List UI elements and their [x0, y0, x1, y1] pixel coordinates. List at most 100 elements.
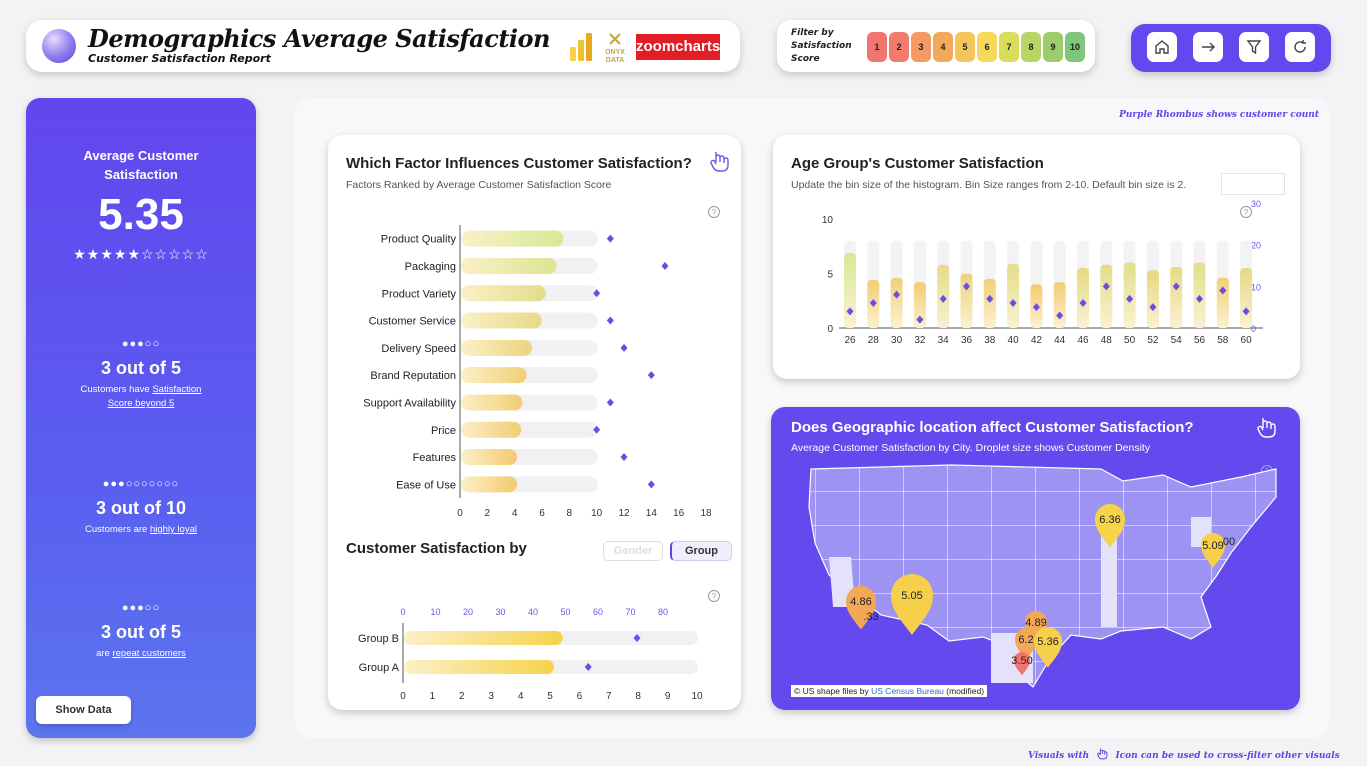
map-attribution: © US shape files by US Census Bureau (mo… [791, 685, 988, 697]
age-bar[interactable] [983, 278, 996, 328]
x-tick-label: 16 [673, 508, 685, 519]
customer-count-marker [584, 663, 592, 671]
score-chip-3[interactable]: 3 [911, 32, 931, 62]
score-chip-1[interactable]: 1 [867, 32, 887, 62]
help-icon[interactable]: ? [708, 590, 720, 602]
bin-size-input[interactable] [1221, 173, 1285, 195]
x-tick-label: 50 [1124, 335, 1136, 346]
map-droplet[interactable] [1034, 627, 1062, 668]
next-page-button[interactable] [1193, 32, 1223, 62]
age-bar[interactable] [1240, 268, 1253, 328]
stat-caption-link[interactable]: repeat customers [112, 648, 186, 659]
x-tick-label: 34 [938, 335, 950, 346]
score-chip-5[interactable]: 5 [955, 32, 975, 62]
x-tick-label: 54 [1171, 335, 1183, 346]
score-chip-10[interactable]: 10 [1065, 32, 1085, 62]
refresh-icon [1294, 40, 1306, 53]
factor-card: Which Factor Influences Customer Satisfa… [328, 135, 741, 710]
customer-count-marker [620, 343, 628, 352]
hand-pointer-icon[interactable] [1255, 415, 1277, 439]
x-tick-label: 38 [984, 335, 996, 346]
age-bar[interactable] [1100, 264, 1113, 328]
x-tick-label: 28 [868, 335, 880, 346]
note-bottom-pre: Visuals with [1028, 751, 1090, 761]
score-chips: 1 2 3 4 5 6 7 8 9 10 [867, 32, 1085, 62]
hand-pointer-icon[interactable] [708, 149, 730, 173]
stat-big: 3 out of 5 [101, 358, 181, 378]
stat-repeat-customers: ●●●○○ 3 out of 5 are repeat customers [26, 602, 256, 661]
age-bar[interactable] [844, 252, 856, 328]
category-label: Product Variety [382, 288, 457, 300]
age-bar[interactable] [960, 273, 973, 329]
factor-card-subtitle: Factors Ranked by Average Customer Satis… [346, 179, 612, 191]
customer-count-marker [1009, 299, 1017, 307]
x-tick-label: 4 [512, 508, 518, 519]
stat-caption-link[interactable]: Satisfaction Score beyond 5 [107, 384, 202, 409]
help-icon[interactable]: ? [1240, 206, 1252, 218]
age-bar[interactable] [1007, 263, 1020, 328]
factor-bar[interactable] [461, 367, 527, 384]
map-droplet-label: .33 [863, 611, 878, 623]
map-droplet[interactable] [1014, 652, 1030, 676]
cross-filter-note: Visuals with Icon can be used to cross-f… [1028, 747, 1340, 761]
score-chip-9[interactable]: 9 [1043, 32, 1063, 62]
score-chip-7[interactable]: 7 [999, 32, 1019, 62]
factor-bar[interactable] [461, 449, 518, 466]
score-chip-4[interactable]: 4 [933, 32, 953, 62]
attribution-link[interactable]: US Census Bureau [871, 686, 944, 696]
x-tick-label: 18 [700, 508, 712, 519]
factor-bar[interactable] [461, 312, 542, 329]
age-bar[interactable] [1053, 282, 1066, 328]
stat-caption-pre: are [96, 648, 113, 659]
customer-count-marker [939, 294, 947, 303]
age-bar[interactable] [1077, 268, 1089, 328]
x-tick-label: 36 [961, 335, 973, 346]
age-bar[interactable] [1216, 277, 1229, 328]
score-chip-2[interactable]: 2 [889, 32, 909, 62]
show-data-button[interactable]: Show Data [36, 696, 131, 724]
reset-button[interactable] [1285, 32, 1315, 62]
home-button[interactable] [1147, 32, 1177, 62]
factor-bar[interactable] [461, 257, 557, 274]
customer-count-marker [1079, 299, 1087, 307]
stat-dots: ●●●○○○○○○○ [102, 478, 180, 490]
map-droplet[interactable] [1015, 628, 1037, 660]
stat-caption-link[interactable]: highly loyal [149, 524, 197, 535]
group-bar[interactable] [404, 660, 554, 674]
map-droplet[interactable] [891, 574, 933, 635]
top-x-tick-label: 60 [593, 607, 603, 617]
toggle-gender[interactable]: Gender [603, 541, 663, 561]
funnel-icon [1246, 40, 1262, 55]
map-droplet[interactable] [1095, 504, 1125, 548]
score-chip-6[interactable]: 6 [977, 32, 997, 62]
factor-bar[interactable] [461, 285, 546, 302]
customer-count-marker [986, 294, 994, 303]
age-bar[interactable] [890, 277, 903, 328]
stat-highly-loyal: ●●●○○○○○○○ 3 out of 10 Customers are hig… [26, 478, 256, 537]
note-bottom-post: Icon can be used to cross-filter other v… [1115, 751, 1340, 761]
category-label: Group B [358, 633, 399, 645]
age-bar[interactable] [1170, 266, 1183, 328]
customer-count-marker [633, 634, 641, 642]
category-label: Ease of Use [396, 479, 456, 491]
factor-bar[interactable] [461, 476, 518, 493]
kpi-panel: Average Customer Satisfaction 5.35 ★★★★★… [26, 98, 256, 738]
stat-caption-pre: Customers are [85, 524, 150, 535]
factor-bar[interactable] [461, 230, 564, 247]
help-icon[interactable]: ? [708, 206, 720, 218]
map-droplet[interactable] [846, 586, 876, 630]
stat-dots: ●●●○○ [121, 338, 161, 350]
factor-bar[interactable] [461, 394, 523, 411]
map-droplet[interactable] [1201, 533, 1225, 568]
attribution-post: (modified) [943, 686, 985, 696]
toggle-group[interactable]: Group [670, 541, 732, 561]
map-droplet-label: 4.89 [1025, 617, 1046, 629]
factor-bar[interactable] [461, 421, 522, 438]
filter-button[interactable] [1239, 32, 1269, 62]
score-chip-8[interactable]: 8 [1021, 32, 1041, 62]
age-bar[interactable] [913, 282, 926, 328]
age-bar[interactable] [1146, 270, 1159, 328]
factor-bar[interactable] [461, 339, 533, 356]
group-card-title: Customer Satisfaction by [346, 540, 527, 557]
group-bar[interactable] [404, 631, 563, 645]
